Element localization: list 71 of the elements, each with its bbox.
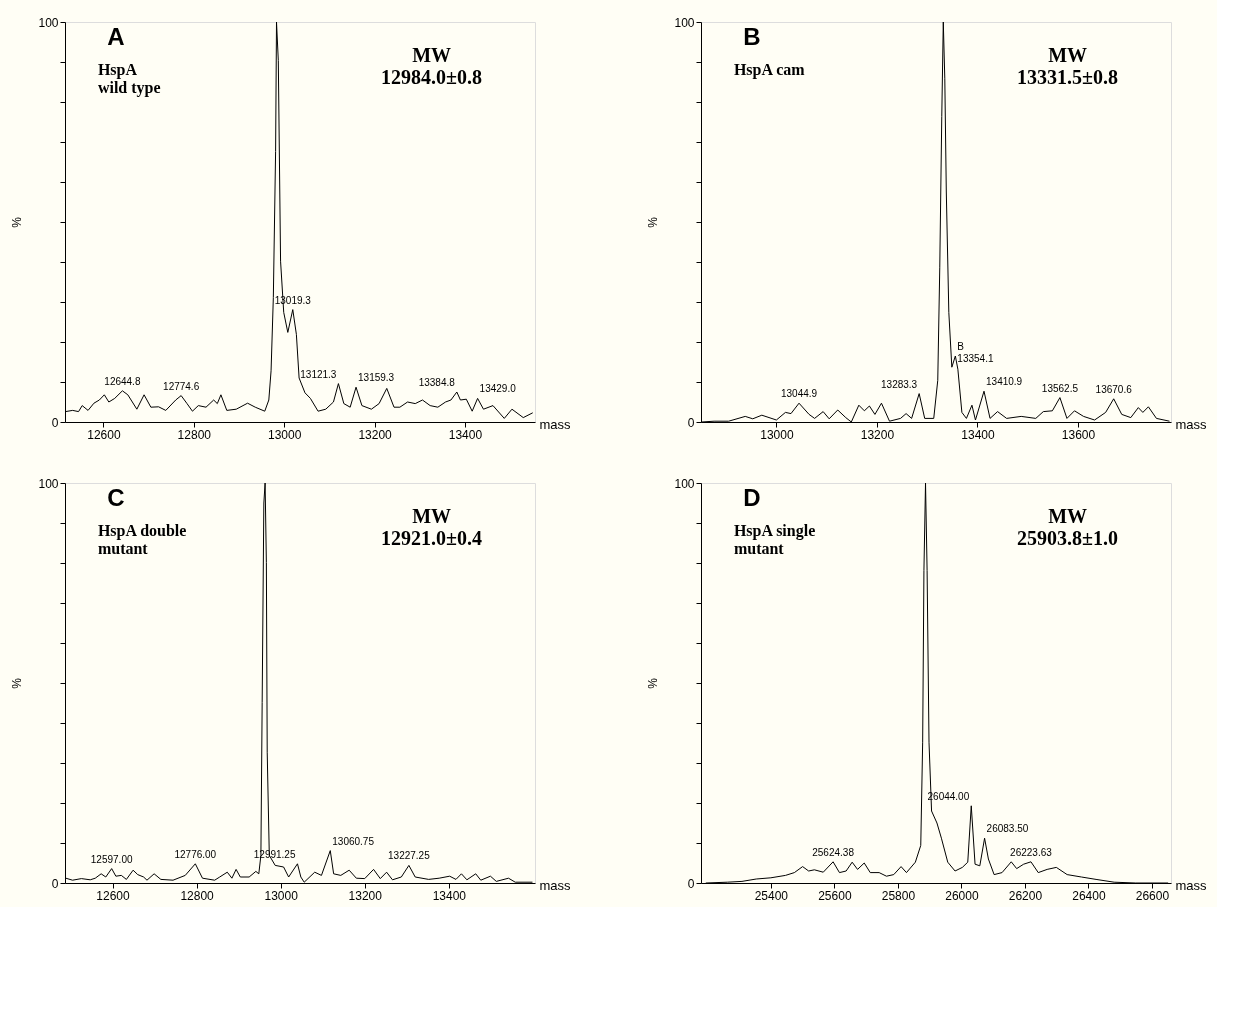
y-axis-title: % — [10, 216, 25, 228]
annotation: 13283.3 — [881, 378, 918, 390]
x-tick-label: 13200 — [358, 427, 393, 442]
x-tick-label: 13200 — [860, 427, 895, 442]
x-axis-title: mass — [1175, 877, 1208, 893]
annotation: MW 12984.0±0.8 — [381, 44, 483, 88]
x-tick-label: 13200 — [348, 888, 383, 903]
x-tick-label: 26200 — [1008, 888, 1043, 903]
annotation: 13044.9 — [780, 388, 818, 400]
annotation: 12644.8 — [104, 375, 141, 387]
annotation: 13410.9 — [986, 376, 1023, 388]
x-tick-label: 26400 — [1072, 888, 1106, 903]
annotation: 26223.63 — [1010, 846, 1053, 858]
y-axis-title: % — [10, 677, 25, 689]
x-tick-label: 13400 — [961, 427, 995, 442]
x-axis-title: mass — [1175, 416, 1208, 432]
x-tick-label: 26600 — [1135, 888, 1170, 903]
annotation: 26044.00 — [927, 790, 970, 802]
x-tick-label: 12800 — [177, 427, 212, 442]
x-axis-title: mass — [539, 877, 572, 893]
annotation: 13121.3 — [300, 368, 337, 380]
x-tick-label: 13600 — [1061, 427, 1096, 442]
x-axis-title: mass — [539, 416, 572, 432]
annotation: 13159.3 — [358, 372, 395, 384]
y-tick-label: 0 — [51, 876, 59, 891]
chart-title: A — [107, 23, 125, 50]
x-tick-label: 25600 — [818, 888, 852, 903]
y-axis-title: % — [646, 216, 661, 228]
annotation: 12774.6 — [163, 380, 200, 392]
x-tick-label: 13000 — [268, 427, 302, 442]
x-tick-label: 12600 — [96, 888, 131, 903]
y-tick-label: 100 — [38, 15, 59, 30]
annotation: HspA cam — [733, 61, 806, 79]
y-tick-label: 0 — [687, 415, 695, 430]
annotation: 12776.00 — [174, 848, 217, 860]
annotation: HspA single mutant — [733, 522, 816, 557]
y-tick-label: 100 — [674, 476, 695, 491]
annotation: MW 25903.8±1.0 — [1017, 505, 1119, 549]
annotation: B 13354.1 — [957, 341, 994, 364]
y-axis-title: % — [646, 677, 661, 689]
annotation: 13429.0 — [479, 383, 517, 395]
annotation: HspA wild type — [97, 61, 161, 97]
annotation: MW 12921.0±0.4 — [381, 505, 483, 549]
annotation: 26083.50 — [986, 823, 1029, 835]
x-tick-label: 13000 — [760, 427, 794, 442]
annotation: 13060.75 — [332, 835, 375, 847]
annotation: MW 13331.5±0.8 — [1017, 44, 1119, 88]
x-tick-label: 12600 — [87, 427, 121, 442]
annotation: HspA double mutant — [97, 522, 187, 557]
chart-title: B — [743, 23, 761, 50]
x-tick-label: 13000 — [264, 888, 299, 903]
x-tick-label: 25800 — [881, 888, 916, 903]
annotation: 13562.5 — [1041, 382, 1079, 394]
y-tick-label: 0 — [51, 415, 59, 430]
x-tick-label: 12800 — [180, 888, 215, 903]
x-tick-label: 26000 — [945, 888, 979, 903]
chart-title: C — [107, 484, 125, 511]
annotation: 13227.25 — [388, 850, 431, 862]
x-tick-label: 25400 — [754, 888, 789, 903]
annotation: 13019.3 — [274, 294, 312, 306]
chart-title: D — [743, 484, 761, 511]
x-tick-label: 13400 — [432, 888, 467, 903]
y-tick-label: 100 — [38, 476, 59, 491]
annotation: 25624.38 — [812, 846, 855, 858]
annotation: 12597.00 — [90, 853, 133, 865]
annotation: 13384.8 — [418, 377, 456, 388]
line-series — [64, 21, 534, 419]
y-tick-label: 0 — [687, 876, 695, 891]
annotation: 13670.6 — [1095, 383, 1133, 395]
x-tick-label: 13400 — [448, 427, 483, 442]
y-tick-label: 100 — [674, 15, 695, 30]
